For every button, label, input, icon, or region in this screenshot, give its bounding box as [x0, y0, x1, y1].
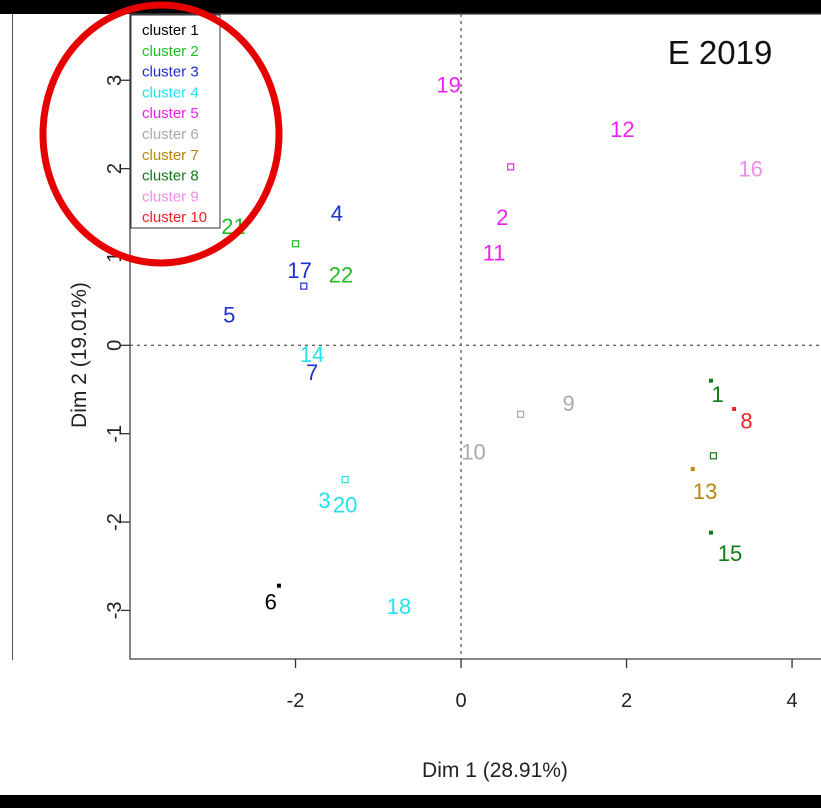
point-label: 4 [331, 201, 343, 226]
point-label: 11 [483, 241, 506, 266]
x-tick-label: 2 [621, 690, 632, 712]
legend-box [130, 14, 221, 229]
legend-entry: cluster 9 [142, 188, 199, 205]
point-label: 3 [318, 488, 330, 513]
reference-lines [130, 14, 821, 659]
legend-entry: cluster 7 [142, 147, 199, 164]
y-tick-label: -2 [104, 513, 126, 531]
point-label: 7 [306, 360, 318, 385]
legend: cluster 1 cluster 2 cluster 3 cluster 4 clus… [130, 14, 221, 229]
y-tick-label: 0 [104, 340, 126, 351]
point-label: 8 [740, 408, 752, 433]
legend-entry: cluster 2 [142, 43, 199, 60]
point-label: 5 [223, 302, 235, 327]
point-label: 13 [693, 479, 717, 504]
point-label: 9 [562, 391, 574, 416]
point-label: 22 [329, 263, 353, 288]
legend-entry: cluster 1 [142, 22, 199, 39]
x-tick-label: 0 [455, 690, 466, 712]
legend-entry: cluster 6 [142, 126, 199, 143]
y-tick-label: -3 [104, 602, 126, 620]
point-marker [690, 467, 695, 472]
point-marker [276, 583, 281, 588]
y-tick-label: 2 [104, 163, 126, 174]
point-label: 15 [718, 541, 742, 566]
point-label: 1 [711, 382, 723, 407]
point-marker [708, 378, 713, 383]
chart-title: E 2019 [668, 34, 773, 71]
bottom-black-bar [0, 795, 821, 808]
cluster-centroid-marker [517, 410, 525, 418]
cluster-centroid-marker [291, 240, 300, 248]
point-marker [708, 530, 713, 535]
legend-entry: cluster 8 [142, 168, 199, 185]
x-tick-label: -2 [287, 690, 305, 712]
highlight-ellipse [39, 1, 283, 267]
y-axis-label: Dim 2 (19.01%) [68, 282, 91, 428]
point-label: 19 [436, 73, 460, 98]
cluster-centroid-marker [300, 282, 308, 290]
y-tick-label: -1 [104, 425, 126, 443]
point-label: 18 [387, 594, 411, 619]
point-markers [276, 163, 737, 588]
top-black-bar [0, 0, 821, 14]
point-label: 20 [333, 492, 357, 517]
point-label: 16 [738, 157, 762, 182]
legend-entry: cluster 3 [142, 64, 199, 81]
cluster-centroid-marker [709, 452, 718, 460]
legend-entry: cluster 5 [142, 105, 199, 122]
point-marker [732, 406, 737, 411]
point-label: 10 [461, 439, 485, 464]
point-label: 17 [287, 258, 311, 283]
cluster-centroid-marker [507, 163, 515, 171]
point-label: 6 [265, 590, 277, 615]
x-axis-label: Dim 1 (28.91%) [422, 759, 568, 782]
legend-entry: cluster 10 [142, 209, 207, 226]
x-tick-label: 4 [787, 690, 798, 712]
legend-entry: cluster 4 [142, 84, 199, 101]
y-tick-label: 1 [104, 251, 126, 262]
point-label: 14 [300, 342, 324, 367]
point-label: 2 [496, 205, 508, 230]
point-label: 12 [610, 117, 634, 142]
y-tick-label: 3 [104, 75, 126, 86]
cluster-centroid-marker [341, 476, 349, 484]
adjacent-panel-edge [0, 14, 13, 660]
plot-frame [129, 13, 821, 660]
